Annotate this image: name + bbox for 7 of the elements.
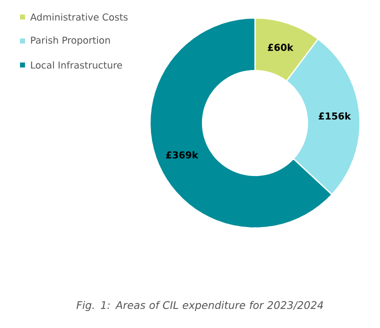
legend-label: Parish Proportion xyxy=(31,36,110,46)
data-label: £60k xyxy=(268,44,294,51)
data-label: £156k xyxy=(318,112,352,120)
legend-label: Local Infrastructure xyxy=(31,61,122,69)
caption: Fig. 1: Areas of CIL expenditure for 2023/2024 xyxy=(76,300,323,312)
legend-label: Administrative Costs xyxy=(30,13,128,21)
data-label: £369k xyxy=(166,151,198,159)
